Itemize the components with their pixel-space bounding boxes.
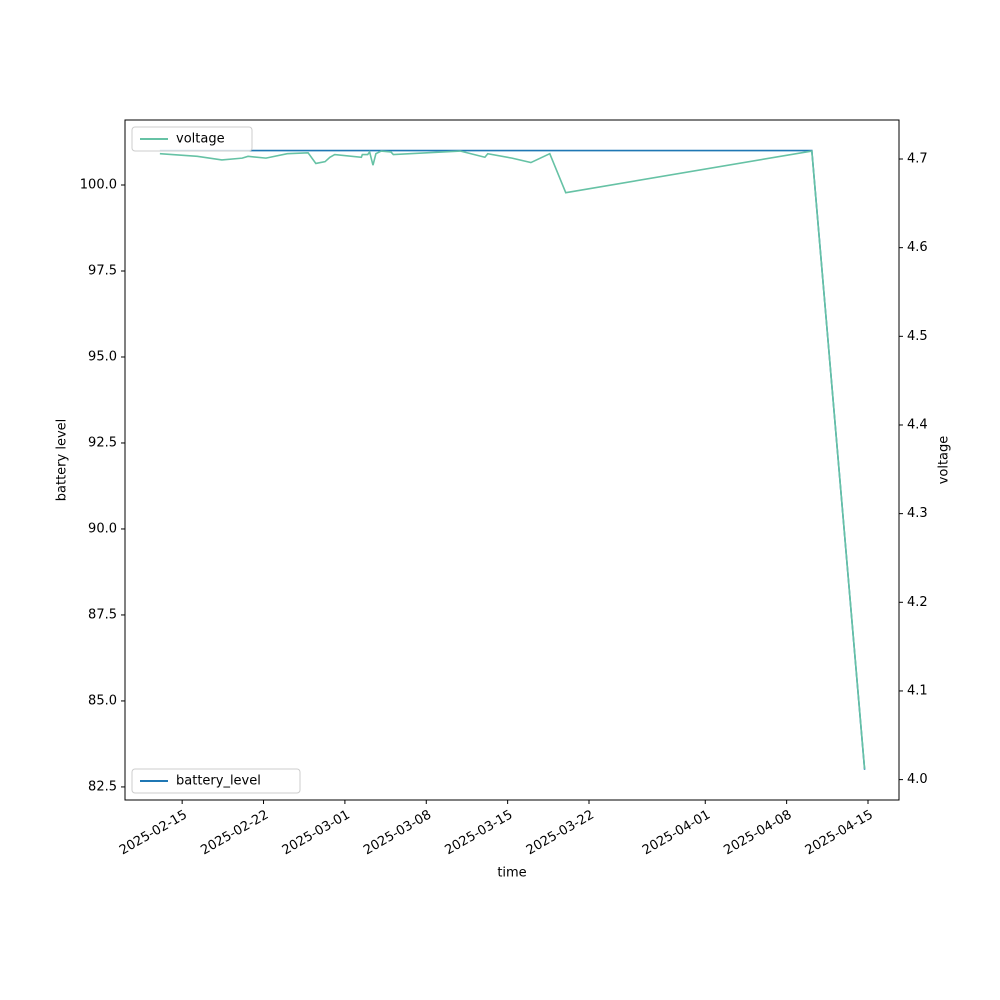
y2-tick-label: 4.5 bbox=[907, 329, 928, 344]
y-tick-label: 97.5 bbox=[88, 263, 117, 278]
y-tick-label: 100.0 bbox=[80, 178, 117, 193]
plot-frame bbox=[124, 119, 900, 801]
line-series bbox=[159, 150, 866, 770]
y-tick-label: 92.5 bbox=[88, 435, 117, 450]
y2-axis-label: voltage bbox=[937, 436, 952, 485]
y2-tick-label: 4.2 bbox=[907, 595, 928, 610]
x-tick-label: 2025-02-15 bbox=[117, 808, 190, 859]
y2-tick-label: 4.0 bbox=[907, 772, 928, 787]
y-tick-label: 85.0 bbox=[88, 693, 117, 708]
legend: voltage bbox=[131, 126, 253, 152]
x-tick-label: 2025-03-15 bbox=[442, 808, 515, 859]
x-tick-label: 2025-04-15 bbox=[803, 808, 876, 859]
x-tick-label: 2025-03-01 bbox=[280, 808, 353, 859]
legend-box bbox=[131, 126, 253, 152]
y-tick-label: 87.5 bbox=[88, 607, 117, 622]
legend-label: voltage bbox=[176, 132, 225, 147]
legend-label: battery_level bbox=[176, 774, 261, 789]
y-axis-label: battery level bbox=[55, 419, 70, 502]
x-tick-label: 2025-02-22 bbox=[198, 808, 271, 859]
legend: battery_level bbox=[131, 768, 301, 794]
y2-tick-label: 4.3 bbox=[907, 506, 928, 521]
y2-tick-label: 4.1 bbox=[907, 683, 928, 698]
y-tick-label: 95.0 bbox=[88, 349, 117, 364]
legend-box bbox=[131, 768, 301, 794]
x-tick-label: 2025-04-01 bbox=[640, 808, 713, 859]
y2-tick-label: 4.4 bbox=[907, 417, 928, 432]
x-tick-label: 2025-03-22 bbox=[524, 808, 597, 859]
x-tick-label: 2025-03-08 bbox=[361, 808, 434, 859]
x-tick-label: 2025-04-08 bbox=[721, 808, 794, 859]
x-axis-label: time bbox=[497, 866, 526, 881]
y2-tick-label: 4.6 bbox=[907, 240, 928, 255]
y2-tick-label: 4.7 bbox=[907, 152, 928, 167]
y-tick-label: 82.5 bbox=[88, 779, 117, 794]
y-tick-label: 90.0 bbox=[88, 521, 117, 536]
line-series bbox=[159, 149, 866, 770]
